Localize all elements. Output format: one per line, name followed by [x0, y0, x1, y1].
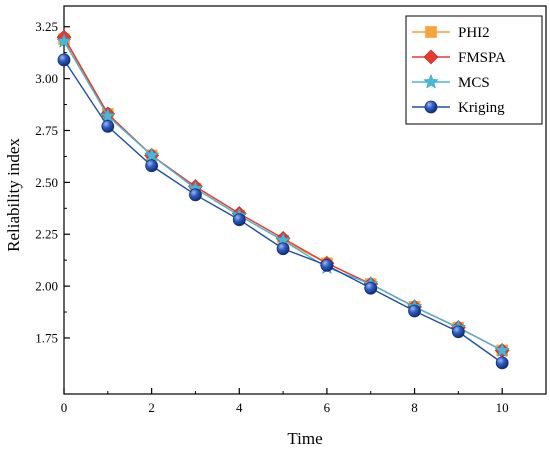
x-tick-label: 6	[324, 400, 331, 415]
x-tick-label: 0	[61, 400, 68, 415]
data-point-mcs	[143, 147, 160, 163]
legend-marker-fmspa	[423, 49, 439, 65]
data-point-kriging	[101, 119, 115, 133]
y-tick-label: 1.75	[35, 330, 58, 345]
data-point-kriging	[364, 281, 378, 295]
x-tick-label: 4	[236, 400, 243, 415]
data-point-kriging	[408, 304, 421, 318]
data-point-kriging	[189, 188, 202, 202]
plot-frame	[63, 5, 547, 395]
data-point-kriging	[320, 258, 334, 272]
plot-area: 0 2 4 6 8 10 1.75 2.00 2.25 2.50 2.75 3.00 3.25	[35, 5, 547, 415]
legend-label-kriging: Kriging	[458, 100, 505, 116]
y-tick-label: 2.75	[35, 123, 58, 138]
y-tick-label: 2.00	[35, 279, 58, 294]
x-tick-label: 8	[411, 400, 418, 415]
legend-marker-phi2	[425, 26, 437, 38]
data-point-kriging	[495, 356, 509, 370]
legend-label-phi2: PHI2	[458, 25, 490, 41]
data-point-kriging	[232, 213, 246, 227]
data-point-kriging	[451, 325, 465, 339]
data-point-kriging	[57, 53, 71, 67]
data-point-mcs	[100, 107, 116, 123]
legend-marker-mcs	[423, 73, 439, 89]
data-point-mcs	[56, 33, 72, 48]
legend: PHI2 FMSPA MCS Kriging	[405, 15, 543, 125]
legend-label-mcs: MCS	[458, 75, 490, 91]
y-tick-label: 3.25	[35, 19, 58, 34]
data-point-kriging	[276, 242, 290, 256]
data-point-kriging	[145, 159, 159, 173]
legend-label-fmspa: FMSPA	[458, 50, 506, 66]
x-tick-label: 10	[496, 400, 509, 415]
legend-marker-kriging	[424, 100, 438, 114]
y-tick-label: 2.50	[35, 175, 58, 190]
data-point-mcs	[494, 342, 510, 358]
x-axis-title: Time	[287, 429, 322, 448]
y-tick-label: 2.25	[35, 227, 58, 242]
y-axis-title: Reliability index	[4, 138, 23, 252]
y-tick-label: 3.00	[35, 71, 58, 86]
x-tick-label: 2	[148, 400, 155, 415]
